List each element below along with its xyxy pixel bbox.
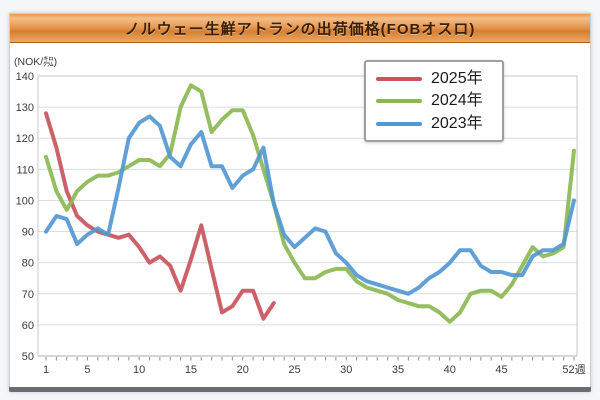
legend-label: 2024年 — [431, 92, 483, 109]
y-tick-label: 100 — [16, 195, 34, 207]
series-line-2023年 — [44, 114, 576, 296]
x-tick-label: 10 — [133, 364, 145, 376]
x-tick-label: 15 — [185, 364, 197, 376]
x-tick-label: 20 — [237, 364, 249, 376]
y-tick-label: 90 — [22, 227, 34, 239]
legend-swatch — [376, 99, 422, 103]
chart-panel: ノルウェー生鮮アトランの出荷価格(FOBオスロ) 140 130 120 110 100… — [9, 13, 591, 392]
chart-body: 140 130 120 110 100 90 80 70 60 50 1 5 10 15 20 25 30 35 4… — [10, 43, 590, 387]
y-tick-label: 140 — [16, 71, 34, 83]
panel-bottom-edge — [9, 387, 591, 392]
legend-item-2025年: 2025年 — [376, 69, 502, 87]
y-tick-label: 60 — [22, 320, 34, 332]
x-tick-label: 1 — [43, 364, 49, 376]
y-axis-labels: 140 130 120 110 100 90 80 70 60 50 — [16, 71, 34, 363]
y-tick-label: 70 — [22, 289, 34, 301]
x-tick-label: 45 — [495, 364, 507, 376]
legend-item-2024年: 2024年 — [376, 93, 502, 109]
y-tick-label: 120 — [16, 133, 34, 145]
x-tick-label: 25 — [288, 364, 300, 376]
series-line-2025年 — [44, 111, 276, 321]
legend-swatch — [376, 76, 422, 81]
y-tick-label: 130 — [16, 102, 34, 114]
plot-border — [37, 75, 578, 357]
x-tick-label: 30 — [340, 364, 352, 376]
x-tick-label: 40 — [444, 364, 456, 376]
y-tick-label: 110 — [16, 164, 34, 176]
legend-swatch — [376, 121, 422, 126]
x-tick-label: 35 — [392, 364, 404, 376]
x-axis-labels: 1 5 10 15 20 25 30 35 40 45 52週 — [43, 363, 586, 376]
chart-title: ノルウェー生鮮アトランの出荷価格(FOBオスロ) — [124, 20, 476, 38]
y-tick-label: 50 — [22, 351, 34, 363]
legend-label: 2023年 — [431, 114, 483, 132]
x-axis-ticks — [45, 357, 575, 361]
legend-label: 2025年 — [431, 69, 483, 87]
legend-item-2023年: 2023年 — [376, 114, 502, 132]
chart-title-bar: ノルウェー生鮮アトランの出荷価格(FOBオスロ) — [10, 14, 590, 43]
y-tick-label: 80 — [22, 258, 34, 270]
x-tick-label: 52週 — [562, 363, 585, 376]
y-axis-unit-label: (NOK/㌕) — [14, 55, 57, 68]
chart-legend: 2025年 2024年 2023年 — [364, 60, 504, 142]
x-tick-label: 5 — [84, 364, 90, 376]
series-line-2024年 — [44, 83, 576, 324]
